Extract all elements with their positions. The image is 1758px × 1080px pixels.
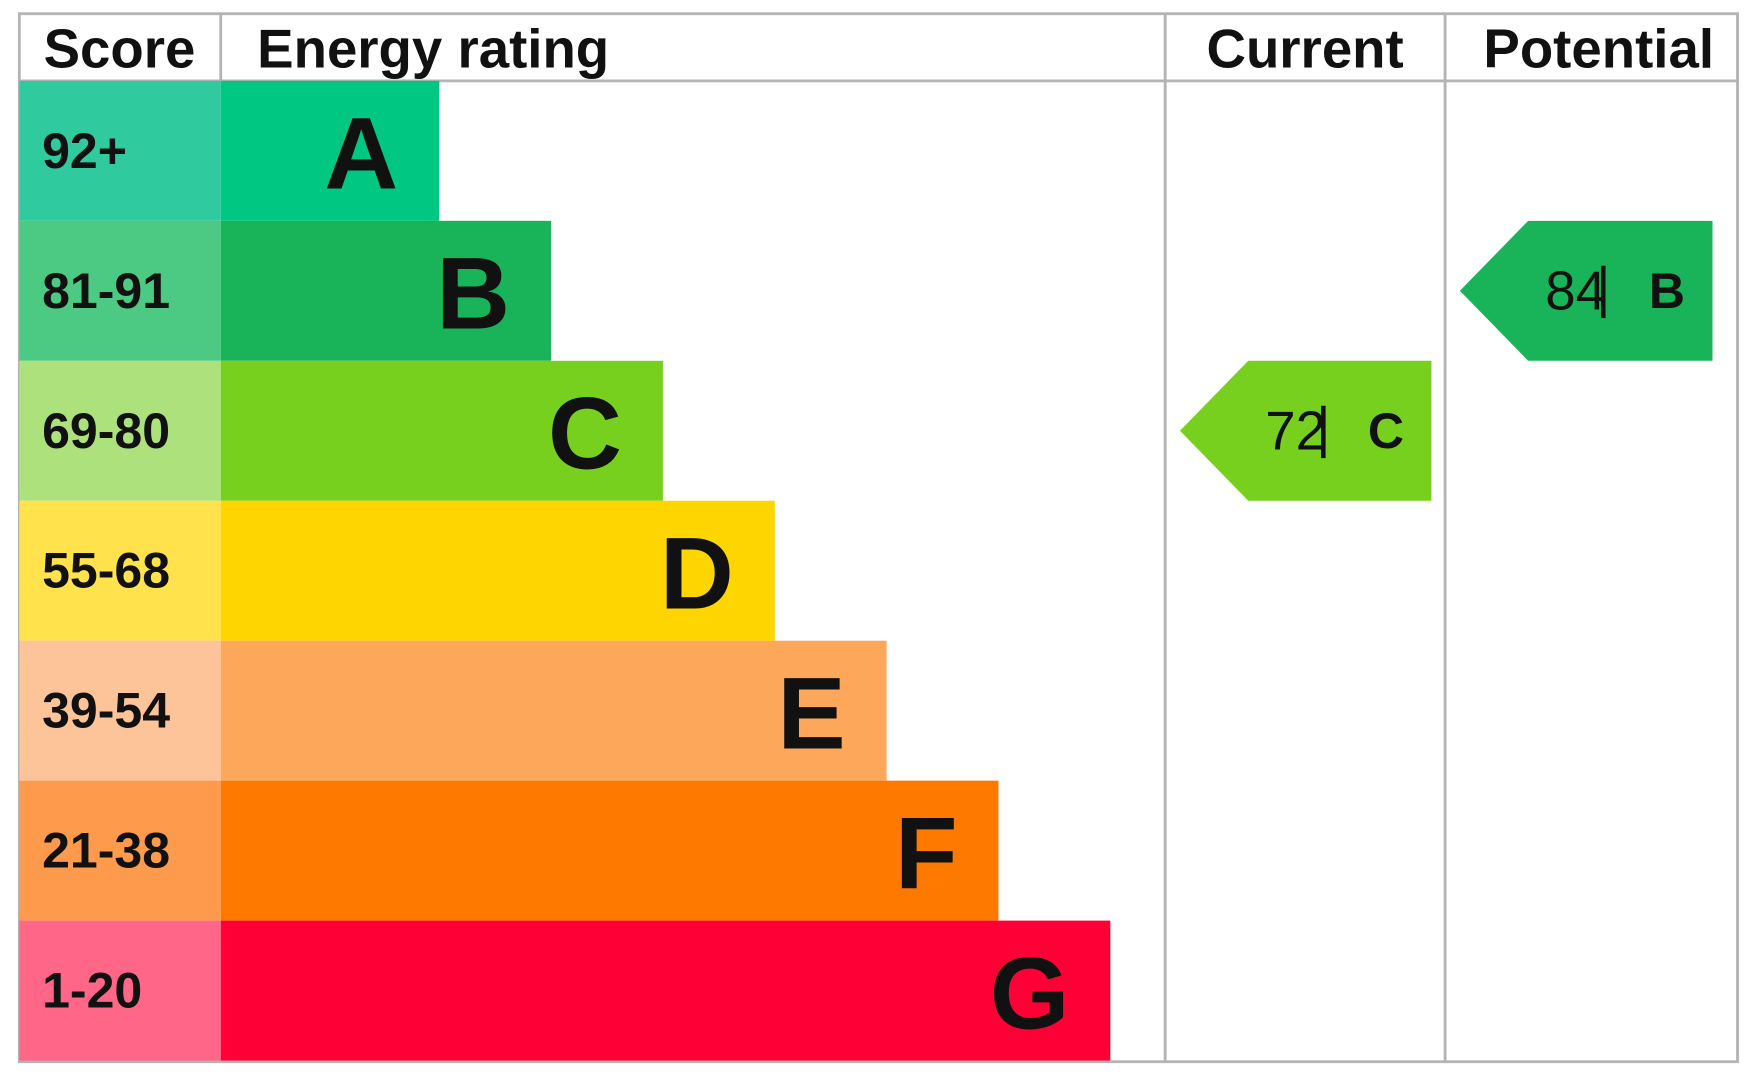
- arrow-shape: [1459, 220, 1713, 361]
- score-cell: [19, 920, 221, 1061]
- score-range: 1-20: [42, 963, 142, 1019]
- rating-letter: D: [660, 515, 734, 630]
- energy-rating-header: Energy rating: [257, 19, 609, 80]
- score-range: 55-68: [42, 543, 170, 599]
- arrow-score: 72: [1265, 400, 1326, 461]
- score-range: 81-91: [42, 263, 170, 319]
- current-arrow: 72 C: [1179, 360, 1432, 501]
- score-cell: [19, 780, 221, 921]
- rating-bar: [220, 500, 775, 641]
- arrow-shape: [1179, 360, 1432, 501]
- potential-header: Potential: [1483, 19, 1714, 80]
- rating-bar: [220, 780, 999, 921]
- rating-letter: C: [548, 376, 622, 491]
- score-cell: [19, 80, 221, 221]
- score-cell: [19, 640, 221, 781]
- arrows: 72 C 84 B: [1179, 220, 1713, 501]
- score-cell: [19, 220, 221, 361]
- rating-bar: [220, 80, 440, 221]
- rating-bar: [220, 920, 1111, 1061]
- potential-arrow: 84 B: [1459, 220, 1713, 361]
- rating-letter: E: [777, 655, 845, 770]
- score-cell: [19, 360, 221, 501]
- score-header: Score: [44, 19, 196, 80]
- rating-bar: [220, 220, 552, 361]
- score-range: 21-38: [42, 823, 170, 879]
- arrow-score: 84: [1545, 260, 1606, 321]
- score-range: 92+: [42, 123, 127, 179]
- arrow-rating: C: [1368, 403, 1404, 459]
- rating-letter: G: [990, 935, 1070, 1050]
- score-cell: [19, 500, 221, 641]
- current-header: Current: [1207, 19, 1404, 80]
- arrow-rating: B: [1649, 263, 1685, 319]
- bands: 92+ A 81-91 B 69-80 C 55-68 D 39-54 E 21-38 F 1-20 G: [19, 80, 1111, 1061]
- score-range: 69-80: [42, 403, 170, 459]
- score-range: 39-54: [42, 683, 170, 739]
- rating-bar: [220, 360, 663, 501]
- rating-letter: A: [324, 96, 398, 211]
- rating-letter: F: [895, 795, 958, 910]
- rating-letter: B: [436, 236, 510, 351]
- rating-bar: [220, 640, 887, 781]
